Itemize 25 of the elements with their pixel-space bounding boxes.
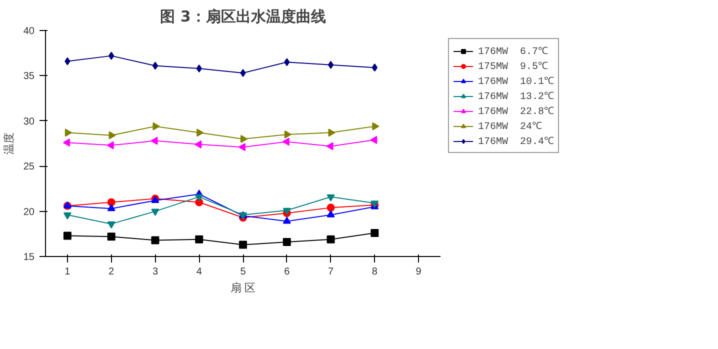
y-tick-label: 40: [23, 26, 35, 37]
legend-label: 176MW 24℃: [478, 120, 542, 133]
legend-label: 176MW 6.7℃: [478, 46, 548, 58]
x-tick-label: 9: [416, 266, 422, 278]
legend-label: 176MW 13.2℃: [478, 90, 554, 103]
x-tick-label: 6: [284, 266, 290, 278]
y-tick-label: 15: [23, 252, 35, 263]
x-tick-label: 7: [328, 266, 334, 278]
chart-title: 图 3：扇区出水温度曲线: [160, 8, 326, 26]
x-tick-label: 2: [108, 266, 115, 278]
x-axis-title: 扇 区: [230, 282, 256, 294]
x-tick-label: 4: [196, 266, 202, 278]
legend-label: 175MW 9.5℃: [478, 60, 548, 73]
y-tick-label: 30: [23, 116, 35, 128]
x-tick-label: 3: [152, 266, 158, 278]
y-tick-label: 35: [23, 71, 35, 82]
legend-label: 176MW 29.4℃: [478, 136, 554, 148]
x-tick-label: 8: [372, 266, 378, 278]
y-axis-title: 温度: [2, 132, 16, 154]
x-tick-label: 1: [64, 266, 71, 278]
y-tick-label: 20: [23, 206, 35, 218]
y-tick-label: 25: [23, 162, 35, 173]
legend-label: 176MW 10.1℃: [478, 76, 554, 88]
legend-label: 176MW 22.8℃: [478, 106, 554, 118]
x-tick-label: 5: [240, 266, 246, 278]
